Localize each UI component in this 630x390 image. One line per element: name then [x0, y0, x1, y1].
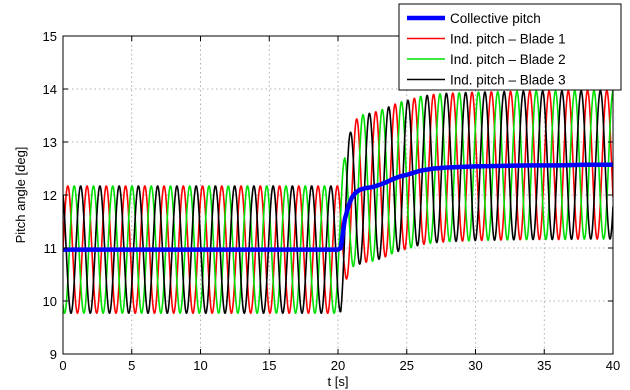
x-axis-label: t [s] — [328, 374, 349, 389]
x-tick-label: 10 — [193, 358, 207, 373]
legend-label: Ind. pitch – Blade 1 — [450, 32, 566, 47]
legend: Collective pitch Ind. pitch – Blade 1 Ind.… — [398, 3, 622, 91]
x-tick-label: 40 — [606, 358, 620, 373]
y-tick-label: 9 — [50, 347, 57, 362]
axis-ticks: 0 5 10 15 20 25 30 35 40 9 10 11 12 13 14 15 — [43, 29, 621, 373]
series-layer — [63, 89, 613, 314]
series-collective-pitch — [63, 162, 613, 252]
x-tick-label: 15 — [262, 358, 276, 373]
legend-label: Ind. pitch – Blade 3 — [450, 73, 566, 88]
y-tick-label: 15 — [43, 29, 57, 44]
legend-label: Ind. pitch – Blade 2 — [450, 52, 566, 67]
legend-label: Collective pitch — [450, 11, 541, 26]
series-ind-pitch-blade-3 — [63, 89, 613, 314]
series-ind-pitch-blade-1 — [63, 89, 613, 314]
y-tick-label: 12 — [43, 188, 57, 203]
x-tick-label: 0 — [59, 358, 66, 373]
y-tick-label: 13 — [43, 135, 57, 150]
x-tick-label: 30 — [468, 358, 482, 373]
y-tick-label: 11 — [44, 241, 58, 256]
x-tick-label: 25 — [400, 358, 414, 373]
y-tick-label: 10 — [43, 294, 57, 309]
x-tick-label: 35 — [537, 358, 551, 373]
x-tick-label: 5 — [128, 358, 135, 373]
x-tick-label: 20 — [331, 358, 345, 373]
y-axis-label: Pitch angle [deg] — [13, 147, 28, 244]
y-tick-label: 14 — [43, 82, 57, 97]
